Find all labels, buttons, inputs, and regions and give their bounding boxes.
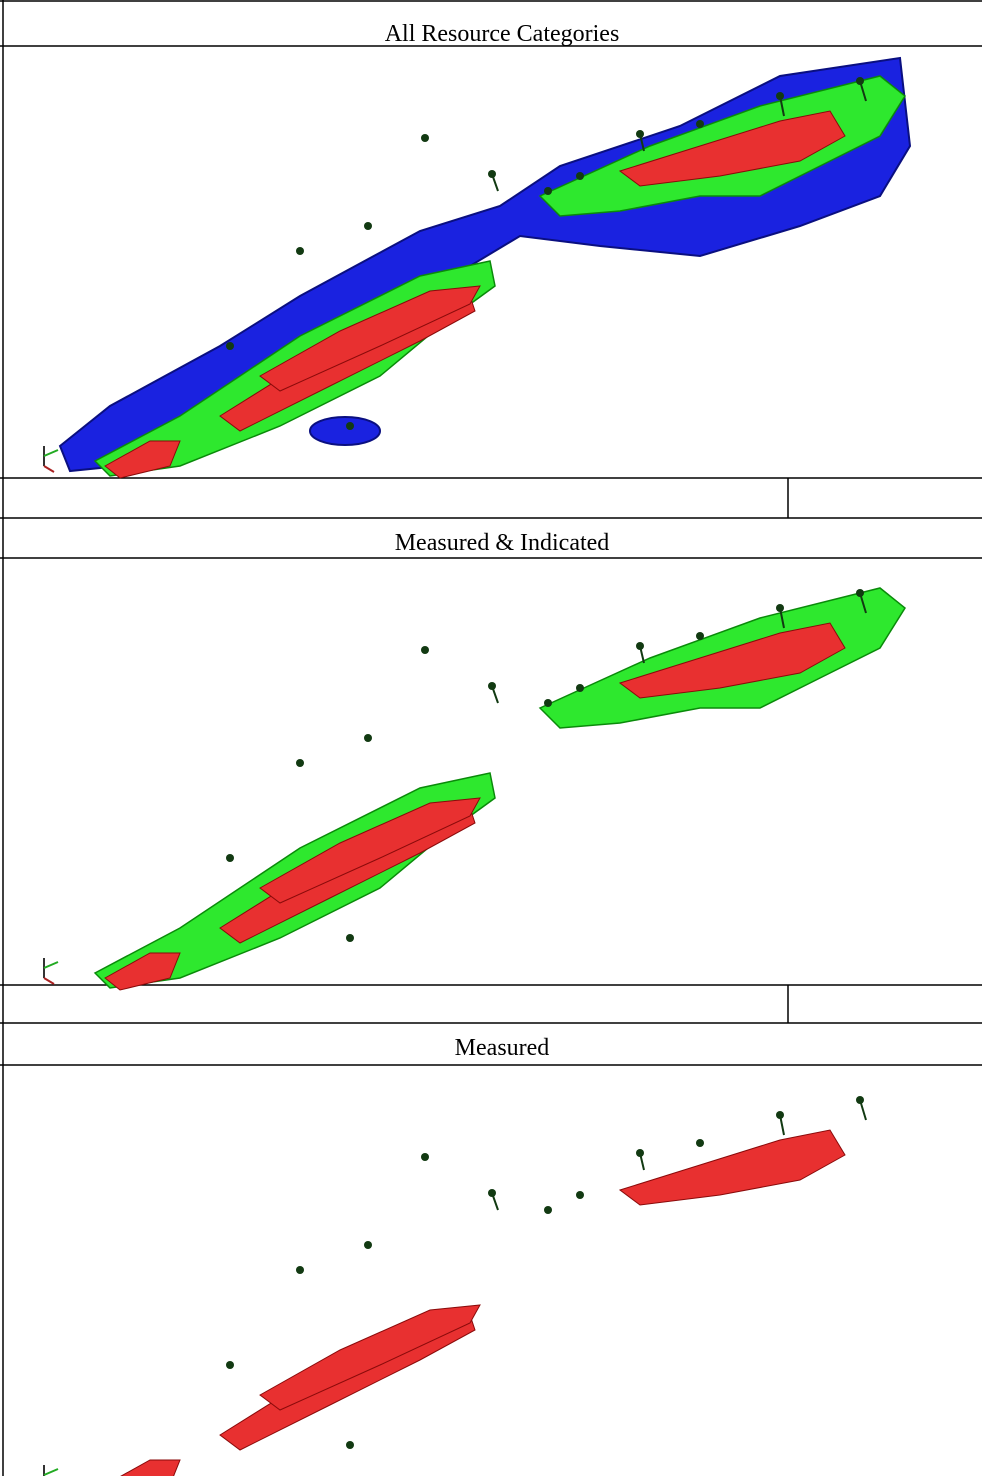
- axis-gizmo: [43, 445, 59, 473]
- render-measured: [43, 1095, 867, 1476]
- inferred-body: [309, 416, 381, 446]
- axis-gizmo: [43, 1464, 59, 1476]
- section-title: Measured: [455, 1035, 550, 1061]
- axis-gizmo: [43, 957, 59, 985]
- render-measured-indicated: [43, 587, 906, 991]
- section-title: Measured & Indicated: [395, 530, 610, 556]
- measured-body: [104, 1129, 846, 1476]
- section-title: All Resource Categories: [385, 21, 620, 47]
- render-all-categories: [43, 56, 912, 479]
